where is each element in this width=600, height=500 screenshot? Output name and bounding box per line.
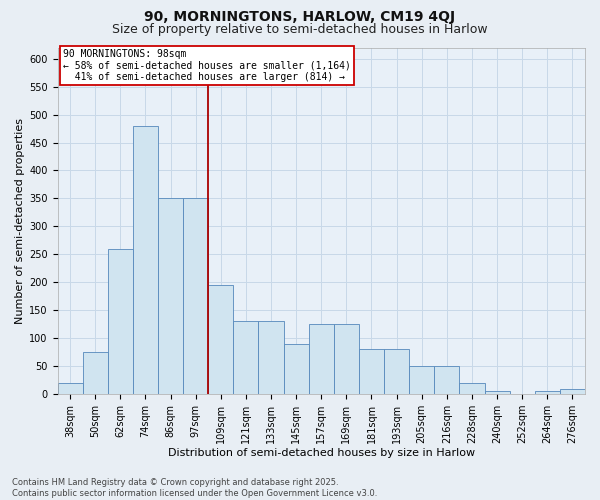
Bar [58, 383, 83, 394]
Bar [485, 392, 509, 394]
Bar [460, 383, 485, 394]
X-axis label: Distribution of semi-detached houses by size in Harlow: Distribution of semi-detached houses by … [167, 448, 475, 458]
Text: 90, MORNINGTONS, HARLOW, CM19 4QJ: 90, MORNINGTONS, HARLOW, CM19 4QJ [145, 10, 455, 24]
Bar [434, 366, 460, 394]
Bar [233, 322, 259, 394]
Y-axis label: Number of semi-detached properties: Number of semi-detached properties [15, 118, 25, 324]
Bar [133, 126, 158, 394]
Bar [308, 324, 334, 394]
Bar [208, 285, 233, 394]
Bar [359, 350, 384, 394]
Bar [108, 249, 133, 394]
Bar [158, 198, 183, 394]
Bar [409, 366, 434, 394]
Bar [384, 350, 409, 394]
Text: Size of property relative to semi-detached houses in Harlow: Size of property relative to semi-detach… [112, 22, 488, 36]
Bar [284, 344, 308, 394]
Bar [259, 322, 284, 394]
Text: 90 MORNINGTONS: 98sqm
← 58% of semi-detached houses are smaller (1,164)
  41% of: 90 MORNINGTONS: 98sqm ← 58% of semi-deta… [63, 49, 350, 82]
Bar [83, 352, 108, 394]
Text: Contains HM Land Registry data © Crown copyright and database right 2025.
Contai: Contains HM Land Registry data © Crown c… [12, 478, 377, 498]
Bar [183, 198, 208, 394]
Bar [560, 388, 585, 394]
Bar [535, 392, 560, 394]
Bar [334, 324, 359, 394]
